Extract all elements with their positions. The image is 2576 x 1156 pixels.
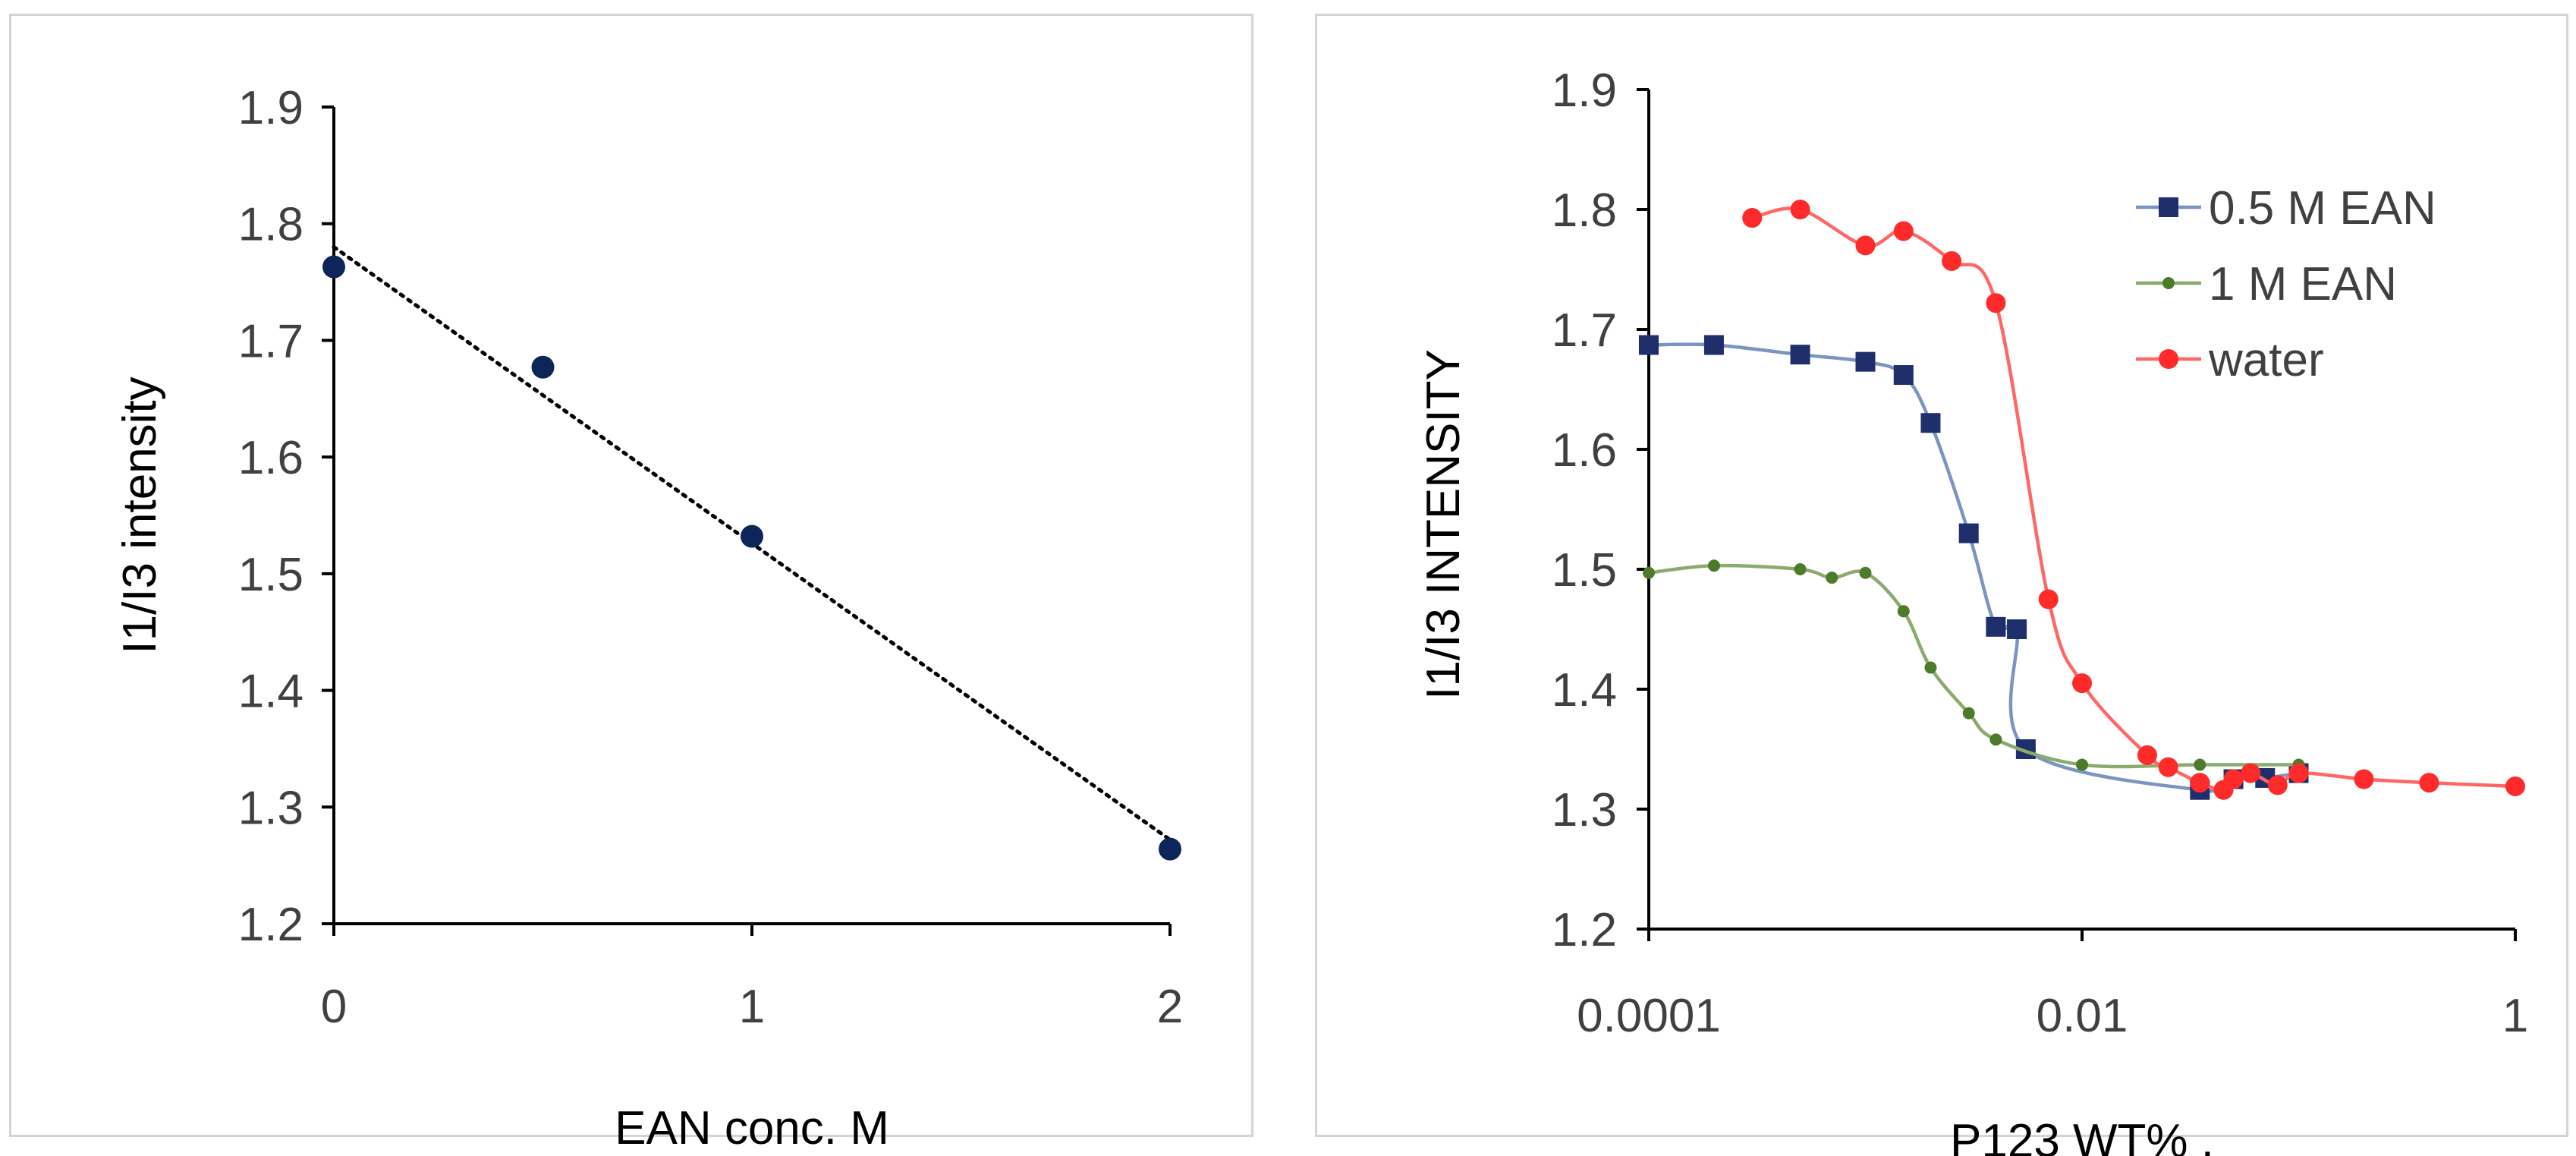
data-point-ean-1 [2076,758,2088,771]
y-axis-title: I1/I3 intensity [114,376,166,654]
data-point-ean-05 [1703,335,1724,355]
data-point [322,255,345,279]
left-chart-panel: 1.2 1.3 1.4 1.5 1.6 1.7 1.8 1.9 0 1 2 EAN conc. M I1… [9,14,1253,1154]
data-point-ean-1 [1962,707,1975,720]
y-tick-label: 1.4 [238,666,304,718]
data-point-ean-1 [1897,605,1910,618]
data-point [531,355,555,379]
data-point-ean-1 [1859,566,1872,579]
legend-marker-water [2159,349,2178,369]
y-tick-label: 1.3 [1552,784,1617,836]
legend-marker-ean-05 [2159,197,2178,217]
y-tick-label: 1.7 [1552,304,1617,357]
data-point-water [1893,221,1914,241]
y-axis-title: I1/I3 INTENSITY [1417,349,1470,700]
data-point-water [1742,208,1763,228]
series-line-water [1751,206,2516,792]
data-point-ean-1 [1707,559,1720,572]
series-line-ean-1 [1648,563,2299,769]
data-point-water [1986,293,2006,313]
data-point-water [2158,757,2178,777]
data-point-water [2072,673,2092,694]
y-tick-label: 1.5 [1552,544,1617,597]
y-tick-label: 1.2 [1552,904,1617,956]
y-tick-label: 1.8 [238,199,304,251]
data-point-ean-1 [1924,661,1937,674]
legend-label-ean-05: 0.5 M EAN [2209,182,2436,235]
data-point-water [1855,235,1876,256]
data-point-ean-05 [1639,335,1659,355]
y-tick-label: 1.6 [238,432,304,484]
x-tick-label: 0.01 [2037,990,2128,1042]
data-point-ean-1 [1643,566,1655,579]
data-point-water [2190,773,2210,793]
x-tick-label: 0.0001 [1577,990,1721,1042]
legend-label-ean-1: 1 M EAN [2209,258,2397,310]
data-point-water [1942,250,1962,271]
y-tick-label: 1.6 [1552,424,1617,477]
y-tick-label: 1.5 [238,549,304,601]
x-tick-label: 1 [2502,990,2528,1042]
left-chart: 1.2 1.3 1.4 1.5 1.6 1.7 1.8 1.9 0 1 2 EAN conc. M I1… [114,82,1183,1154]
x-tick-label: 2 [1157,981,1183,1033]
data-point-ean-1 [1794,563,1807,575]
y-tick-label: 1.4 [1552,664,1617,717]
data-point-water [1790,200,1810,219]
y-tick-label: 1.2 [238,899,304,951]
data-point-ean-05 [1958,523,1979,543]
data-point-water [2505,776,2525,796]
data-point-ean-1 [2194,758,2206,771]
data-point [741,524,763,548]
y-tick-label: 1.8 [1552,184,1617,237]
data-point-water [2223,769,2244,789]
data-point-water [2419,773,2439,793]
x-axis-title: EAN conc. M [615,1102,889,1154]
data-point-water [2241,763,2261,783]
legend-label-water: water [2208,334,2324,386]
data-point [1159,837,1181,861]
y-tick-label: 1.3 [238,782,304,834]
data-point-ean-05 [2007,619,2027,639]
data-point-ean-1 [1989,733,2002,746]
data-point-ean-05 [1893,365,1914,386]
right-chart: 1.2 1.3 1.4 1.5 1.6 1.7 1.8 1.9 0.0001 0.01 1 0.5 M… [1417,65,2528,1156]
legend-marker-ean-1 [2162,277,2175,289]
right-chart-panel: 1.2 1.3 1.4 1.5 1.6 1.7 1.8 1.9 0.0001 0.01 1 0.5 M… [1315,14,2568,1156]
data-point-water [2038,589,2059,609]
x-tick-label: 0 [321,981,347,1033]
y-tick-label: 1.7 [238,315,304,367]
data-point-ean-1 [1826,572,1838,584]
data-point-ean-05 [1855,351,1876,372]
data-point-water [2354,769,2374,789]
x-axis-title: P123 WT% . [1950,1115,2214,1156]
data-point-water [2137,745,2157,765]
data-point-water [2267,775,2288,795]
data-point-water [2288,763,2309,783]
x-tick-label: 1 [739,981,765,1033]
y-tick-label: 1.9 [1552,65,1617,117]
y-tick-label: 1.9 [238,82,304,134]
data-point-ean-05 [1920,413,1941,433]
data-point-ean-05 [1986,616,2006,637]
data-point-ean-05 [1790,345,1810,365]
